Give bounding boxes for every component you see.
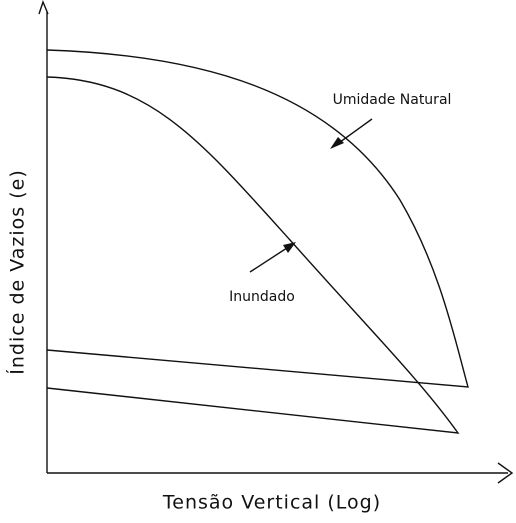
arrow-natural bbox=[335, 118, 373, 146]
y-axis-arrow bbox=[38, 0, 49, 15]
annotation: Umidade Natural bbox=[333, 92, 452, 108]
x-axis-label: Tensão Vertical (Log) bbox=[162, 492, 381, 514]
curve-flooded bbox=[46, 76, 460, 434]
y-axis-label: Índice de Vazios (e) bbox=[6, 169, 29, 374]
arrow-flooded bbox=[249, 245, 291, 273]
annotation: Inundado bbox=[229, 289, 295, 305]
arrowhead-flooded bbox=[283, 242, 296, 253]
curve-natural bbox=[46, 49, 469, 388]
x-axis-arrow bbox=[497, 462, 514, 484]
arrowhead-natural bbox=[330, 137, 344, 149]
